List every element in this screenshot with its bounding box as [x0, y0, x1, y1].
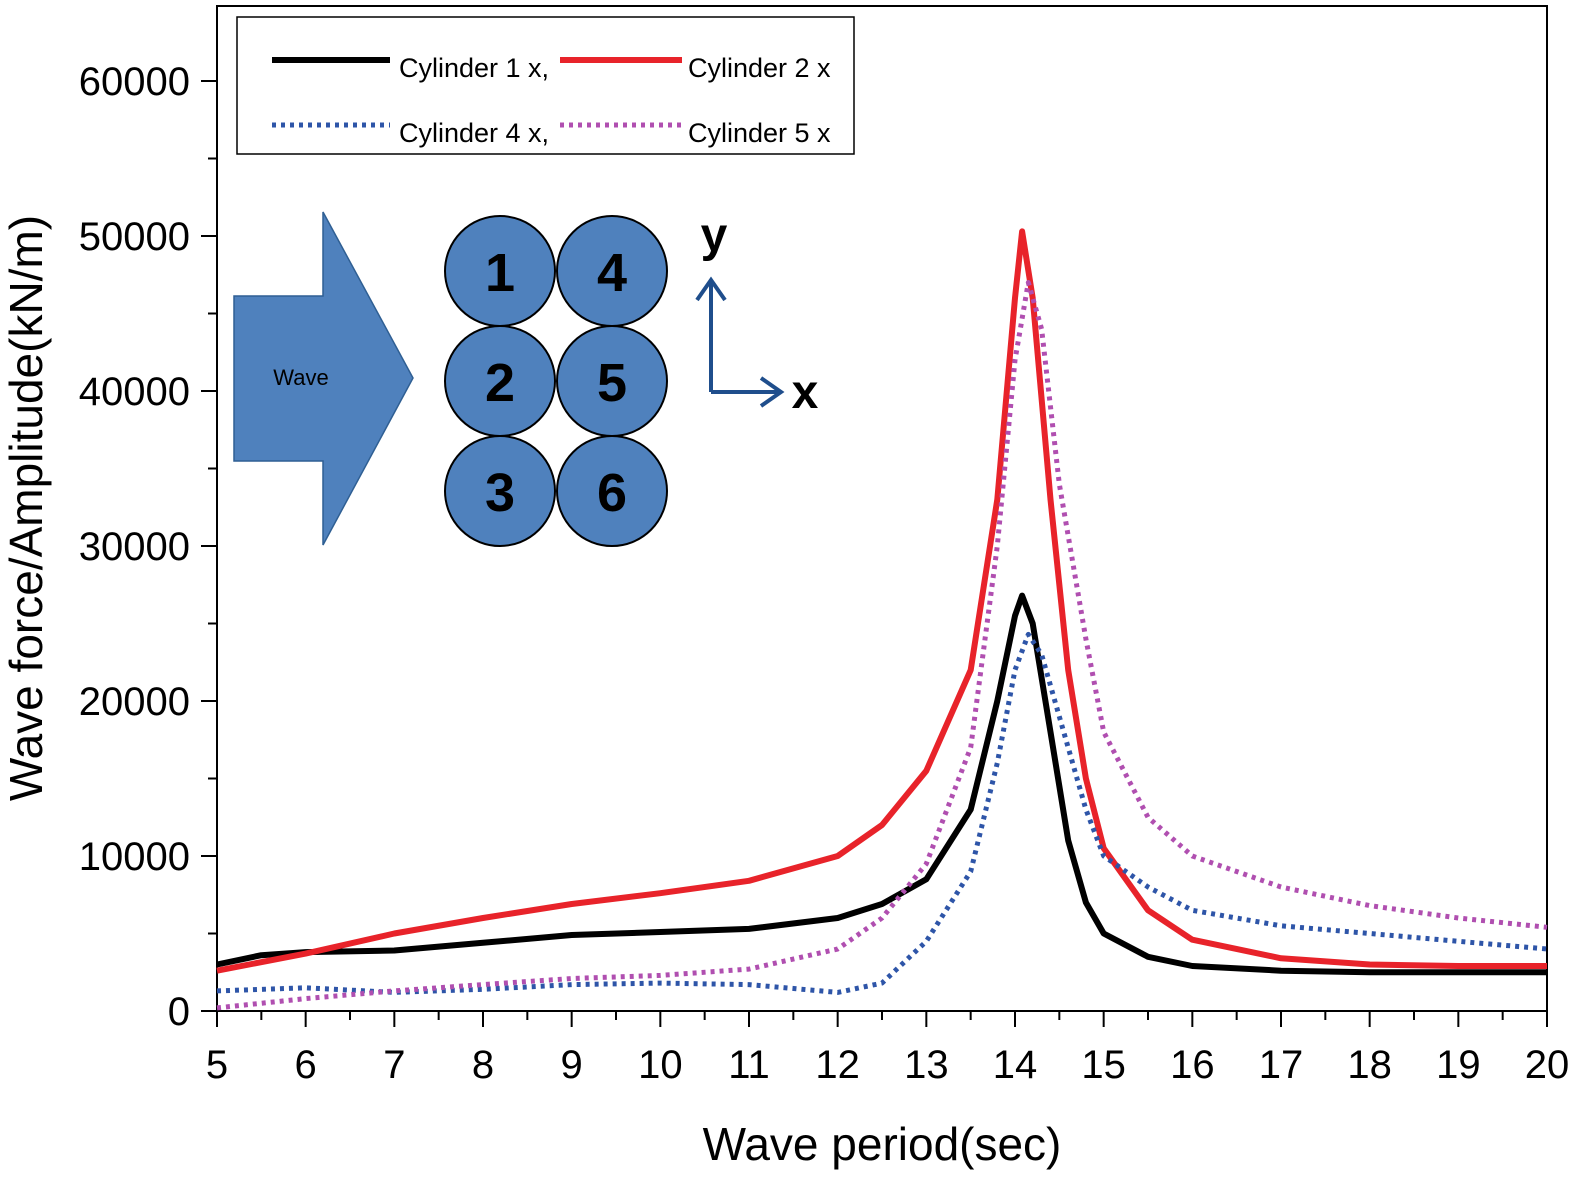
- cylinder-2-label: 2: [485, 353, 515, 413]
- x-tick-label: 12: [815, 1043, 860, 1087]
- legend-box: [236, 16, 855, 155]
- cylinder-3-label: 3: [485, 463, 515, 523]
- y-tick-label: 20000: [79, 680, 190, 724]
- x-tick-label: 17: [1259, 1043, 1304, 1087]
- x-tick-label: 7: [383, 1043, 405, 1087]
- x-tick-label: 13: [904, 1043, 949, 1087]
- cylinder-4-label: 4: [597, 243, 627, 303]
- cylinder-6: [556, 435, 668, 547]
- cylinder-grid: [444, 215, 668, 547]
- series-line-cylinder-5-x: [216, 280, 1548, 1011]
- series-line-cylinder-4-x: [216, 631, 1548, 995]
- cylinder-5-label: 5: [597, 353, 627, 413]
- y-direction-label: y: [701, 209, 728, 262]
- x-tick-label: 14: [993, 1043, 1038, 1087]
- x-axis: 5 6 7 8 9 10 11 12 13 14 15 16 17 18 19 20: [206, 1011, 1569, 1087]
- y-tick-label: 0: [168, 990, 190, 1034]
- legend-label-cylinder-2: Cylinder 2 x: [688, 53, 831, 83]
- legend-label-cylinder-5: Cylinder 5 x: [688, 118, 831, 148]
- x-tick-label: 19: [1436, 1043, 1481, 1087]
- x-tick-label: 10: [638, 1043, 683, 1087]
- series-line-cylinder-1-x: [216, 592, 1547, 976]
- x-tick-label: 18: [1347, 1043, 1392, 1087]
- coordinate-axes-icon: [695, 276, 785, 408]
- x-arrowhead-icon: [759, 376, 785, 408]
- y-axis-title: Wave force/Amplitude(kN/m): [0, 215, 52, 801]
- x-tick-label: 15: [1081, 1043, 1126, 1087]
- y-tick-label: 30000: [79, 525, 190, 569]
- series-group: [216, 228, 1548, 1011]
- legend-label-cylinder-1: Cylinder 1 x,: [399, 53, 549, 83]
- cylinder-6-label: 6: [597, 463, 627, 523]
- x-tick-label: 6: [295, 1043, 317, 1087]
- plot-frame: [216, 5, 1548, 1012]
- x-tick-label: 9: [561, 1043, 583, 1087]
- x-tick-label: 5: [206, 1043, 228, 1087]
- legend-label-cylinder-4: Cylinder 4 x,: [399, 118, 549, 148]
- wave-arrow-icon: [233, 211, 414, 546]
- y-tick-label: 60000: [79, 60, 190, 104]
- x-tick-label: 16: [1170, 1043, 1215, 1087]
- wave-arrow-label: Wave: [273, 365, 328, 390]
- legend: Cylinder 1 x, Cylinder 2 x Cylinder 4 x,…: [236, 16, 855, 155]
- series-line-cylinder-2-x: [216, 228, 1547, 974]
- x-tick-label: 8: [472, 1043, 494, 1087]
- cylinder-1-label: 1: [485, 243, 515, 303]
- cylinder-layout-inset: Wave 1 4 2 5 3 6 y x: [233, 209, 819, 547]
- y-tick-label: 40000: [79, 370, 190, 414]
- x-tick-label: 11: [728, 1043, 770, 1087]
- cylinder-3: [444, 435, 556, 547]
- y-axis: 0 10000 20000 30000 40000 50000 60000: [79, 60, 217, 1034]
- y-tick-label: 50000: [79, 215, 190, 259]
- x-axis-title: Wave period(sec): [703, 1118, 1062, 1170]
- y-tick-label: 10000: [79, 835, 190, 879]
- x-direction-label: x: [792, 366, 819, 419]
- y-arrowhead-icon: [695, 276, 727, 302]
- x-tick-label: 20: [1525, 1043, 1570, 1087]
